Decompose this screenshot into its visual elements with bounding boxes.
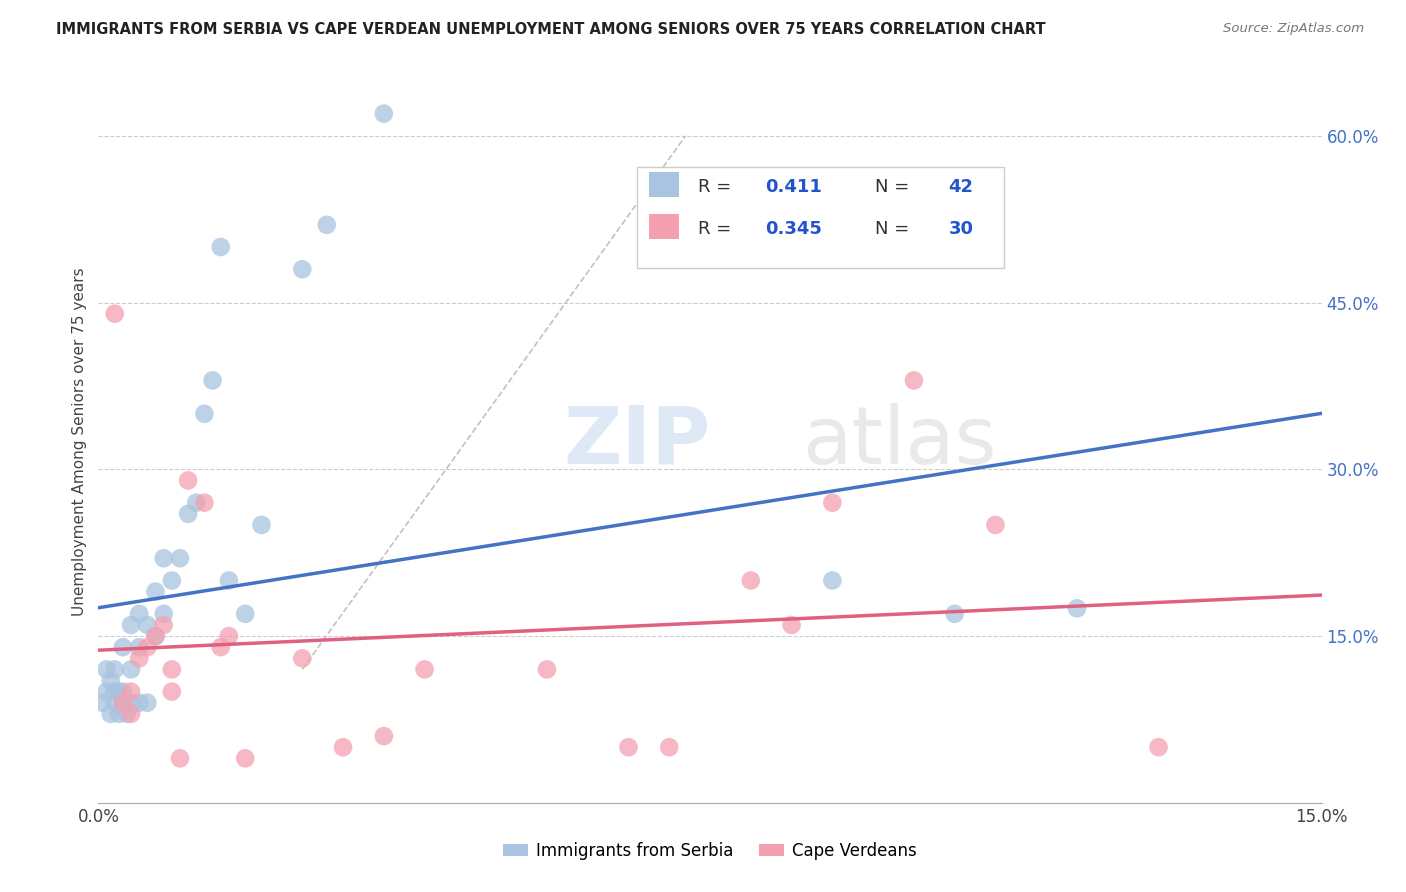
Point: [152, 607, 174, 621]
Text: IMMIGRANTS FROM SERBIA VS CAPE VERDEAN UNEMPLOYMENT AMONG SENIORS OVER 75 YEARS : IMMIGRANTS FROM SERBIA VS CAPE VERDEAN U…: [56, 22, 1046, 37]
Text: Source: ZipAtlas.com: Source: ZipAtlas.com: [1223, 22, 1364, 36]
Text: 0.345: 0.345: [765, 220, 823, 238]
Text: R =: R =: [697, 178, 737, 196]
Y-axis label: Unemployment Among Seniors over 75 years: Unemployment Among Seniors over 75 years: [72, 268, 87, 615]
Point: [780, 618, 803, 632]
Point: [821, 496, 844, 510]
Point: [291, 262, 314, 277]
Point: [136, 696, 159, 710]
Text: R =: R =: [697, 220, 737, 238]
Point: [169, 751, 191, 765]
Point: [128, 607, 150, 621]
Point: [100, 706, 122, 721]
Point: [413, 662, 436, 676]
Point: [108, 706, 131, 721]
Point: [120, 662, 142, 676]
Point: [104, 696, 127, 710]
Point: [145, 629, 167, 643]
Point: [984, 517, 1007, 532]
Point: [943, 607, 966, 621]
Point: [120, 618, 142, 632]
Point: [233, 607, 256, 621]
Point: [104, 307, 127, 321]
Point: [120, 706, 142, 721]
Point: [128, 696, 150, 710]
Point: [821, 574, 844, 588]
Point: [233, 751, 256, 765]
Point: [658, 740, 681, 755]
Point: [218, 629, 240, 643]
Point: [120, 684, 142, 698]
Point: [177, 507, 200, 521]
Point: [160, 684, 183, 698]
Point: [169, 551, 191, 566]
Point: [740, 574, 762, 588]
Point: [193, 496, 215, 510]
Point: [250, 517, 273, 532]
Point: [332, 740, 354, 755]
Point: [1147, 740, 1170, 755]
Point: [177, 474, 200, 488]
Point: [111, 640, 134, 655]
Point: [315, 218, 337, 232]
Point: [128, 640, 150, 655]
Point: [160, 662, 183, 676]
Point: [218, 574, 240, 588]
Point: [136, 640, 159, 655]
Point: [111, 696, 134, 710]
Point: [96, 662, 118, 676]
FancyBboxPatch shape: [648, 172, 679, 197]
Text: 30: 30: [949, 220, 973, 238]
Point: [128, 651, 150, 665]
Point: [373, 729, 395, 743]
FancyBboxPatch shape: [637, 167, 1004, 268]
Point: [136, 618, 159, 632]
Point: [108, 684, 131, 698]
Point: [115, 706, 138, 721]
Point: [145, 629, 167, 643]
Point: [291, 651, 314, 665]
Point: [536, 662, 558, 676]
Point: [201, 373, 224, 387]
Point: [186, 496, 208, 510]
Text: N =: N =: [875, 178, 915, 196]
Point: [111, 684, 134, 698]
Point: [152, 551, 174, 566]
Point: [160, 574, 183, 588]
Point: [104, 662, 127, 676]
Point: [209, 240, 232, 254]
Point: [100, 673, 122, 688]
Point: [96, 684, 118, 698]
Point: [111, 696, 134, 710]
Point: [152, 618, 174, 632]
Point: [91, 696, 114, 710]
Point: [104, 684, 127, 698]
Point: [1066, 601, 1088, 615]
Point: [373, 106, 395, 120]
Point: [617, 740, 640, 755]
Text: N =: N =: [875, 220, 915, 238]
FancyBboxPatch shape: [648, 214, 679, 239]
Point: [193, 407, 215, 421]
Legend: Immigrants from Serbia, Cape Verdeans: Immigrants from Serbia, Cape Verdeans: [496, 836, 924, 867]
Text: ZIP: ZIP: [564, 402, 710, 481]
Point: [120, 696, 142, 710]
Text: atlas: atlas: [801, 402, 995, 481]
Point: [209, 640, 232, 655]
Text: 0.411: 0.411: [765, 178, 823, 196]
Point: [145, 584, 167, 599]
Point: [903, 373, 925, 387]
Text: 42: 42: [949, 178, 973, 196]
